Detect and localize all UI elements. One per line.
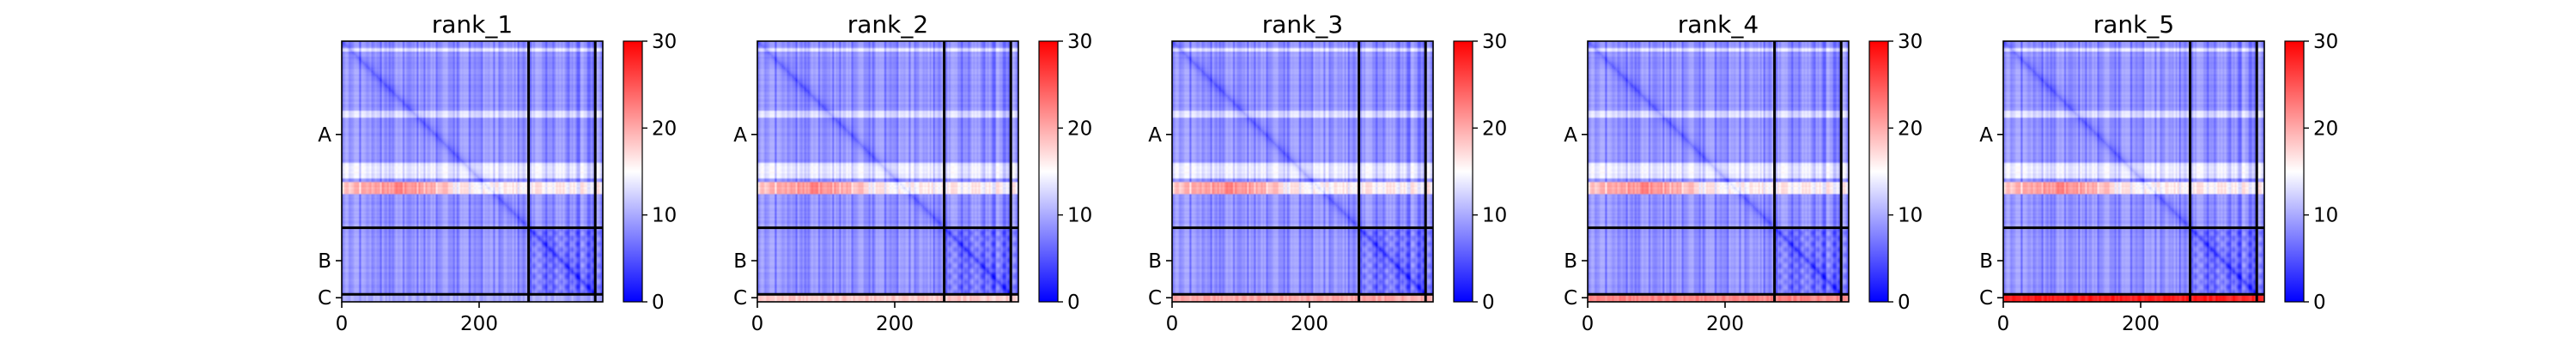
colorbar: [1453, 40, 1473, 303]
y-tick-label: A: [1564, 124, 1577, 147]
colorbar-tick-label: 10: [2313, 205, 2338, 227]
colorbar-tick-label: 0: [1898, 292, 1911, 314]
y-tick-label: B: [1148, 250, 1162, 273]
heatmap-image: [757, 41, 1018, 302]
x-tick-label: 0: [1582, 313, 1595, 335]
heatmap-image: [1588, 41, 1849, 302]
y-tick-label: B: [1564, 250, 1577, 273]
x-tick-label: 200: [1291, 313, 1328, 335]
heatmap-image: [1172, 41, 1433, 302]
colorbar-tick-label: 20: [2313, 117, 2338, 140]
plot-frame: [1171, 40, 1434, 303]
y-tick-label: B: [733, 250, 747, 273]
plot-frame: [1587, 40, 1850, 303]
y-tick-label: C: [733, 287, 747, 310]
colorbar: [2284, 40, 2305, 303]
colorbar-tick-label: 30: [652, 31, 677, 53]
x-tick-label: 0: [1166, 313, 1179, 335]
colorbar-tick-label: 30: [1482, 31, 1507, 53]
x-tick-label: 0: [1997, 313, 2010, 335]
colorbar-tick-label: 10: [1067, 205, 1092, 227]
panel-title: rank_5: [2093, 10, 2174, 39]
heatmap-image: [342, 41, 603, 302]
colorbar-tick-label: 0: [1067, 292, 1080, 314]
colorbar: [1038, 40, 1059, 303]
y-tick-label: C: [1979, 287, 1993, 310]
colorbar-tick-label: 10: [1898, 205, 1923, 227]
colorbar-tick-label: 10: [1482, 205, 1507, 227]
y-tick-label: B: [318, 250, 331, 273]
plot-frame: [756, 40, 1019, 303]
y-tick-label: A: [1148, 124, 1162, 147]
colorbar-tick-label: 0: [652, 292, 665, 314]
colorbar-tick-label: 30: [1898, 31, 1923, 53]
panel-title: rank_2: [848, 10, 928, 39]
heatmap-image: [2003, 41, 2264, 302]
y-tick-label: C: [1148, 287, 1162, 310]
panel-title: rank_1: [432, 10, 513, 39]
colorbar: [623, 40, 643, 303]
y-tick-label: A: [318, 124, 331, 147]
plot-frame: [2002, 40, 2265, 303]
x-tick-label: 0: [751, 313, 764, 335]
y-tick-label: B: [1979, 250, 1993, 273]
colorbar-tick-label: 20: [1898, 117, 1923, 140]
x-tick-label: 200: [460, 313, 498, 335]
y-tick-label: C: [1564, 287, 1577, 310]
colorbar-tick-label: 20: [652, 117, 677, 140]
colorbar-tick-label: 30: [2313, 31, 2338, 53]
x-tick-label: 200: [2122, 313, 2160, 335]
panel-title: rank_4: [1678, 10, 1759, 39]
colorbar-tick-label: 0: [2313, 292, 2326, 314]
y-tick-label: A: [733, 124, 747, 147]
y-tick-label: A: [1979, 124, 1993, 147]
x-tick-label: 200: [876, 313, 914, 335]
y-tick-label: C: [318, 287, 331, 310]
colorbar-tick-label: 20: [1482, 117, 1507, 140]
x-tick-label: 200: [1706, 313, 1744, 335]
colorbar: [1868, 40, 1889, 303]
panel-title: rank_3: [1262, 10, 1343, 39]
x-tick-label: 0: [336, 313, 349, 335]
plot-frame: [341, 40, 604, 303]
colorbar-tick-label: 0: [1482, 292, 1495, 314]
colorbar-tick-label: 30: [1067, 31, 1092, 53]
colorbar-tick-label: 20: [1067, 117, 1092, 140]
colorbar-tick-label: 10: [652, 205, 677, 227]
